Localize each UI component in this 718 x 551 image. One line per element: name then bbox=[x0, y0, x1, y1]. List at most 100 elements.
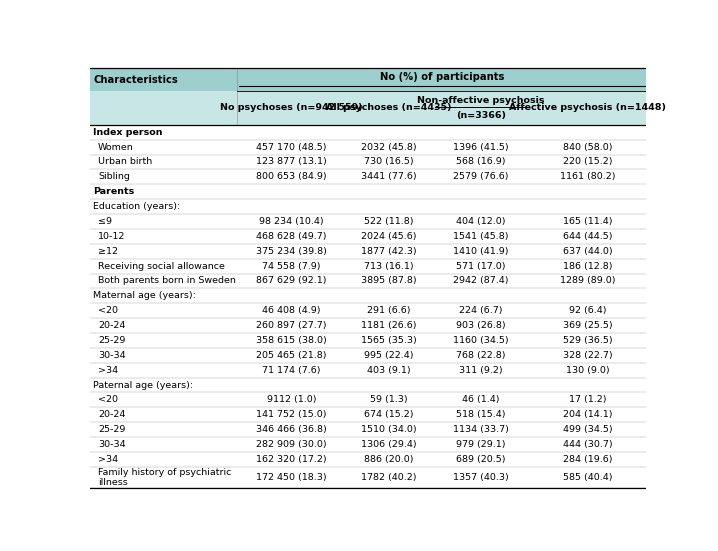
Text: 123 877 (13.1): 123 877 (13.1) bbox=[256, 158, 327, 166]
Text: 1289 (89.0): 1289 (89.0) bbox=[560, 277, 615, 285]
Text: 291 (6.6): 291 (6.6) bbox=[367, 306, 411, 315]
Text: Sibling: Sibling bbox=[98, 172, 130, 181]
Text: 20-24: 20-24 bbox=[98, 410, 126, 419]
Text: <20: <20 bbox=[98, 306, 118, 315]
Text: Characteristics: Characteristics bbox=[93, 74, 178, 85]
Text: 10-12: 10-12 bbox=[98, 232, 126, 241]
Text: 46 408 (4.9): 46 408 (4.9) bbox=[262, 306, 321, 315]
Text: No psychoses (n=942 559): No psychoses (n=942 559) bbox=[220, 104, 363, 112]
Text: 165 (11.4): 165 (11.4) bbox=[563, 217, 612, 226]
Text: 571 (17.0): 571 (17.0) bbox=[456, 262, 505, 271]
Text: 2032 (45.8): 2032 (45.8) bbox=[361, 143, 416, 152]
Text: 529 (36.5): 529 (36.5) bbox=[563, 336, 612, 345]
Text: 867 629 (92.1): 867 629 (92.1) bbox=[256, 277, 327, 285]
Text: 585 (40.4): 585 (40.4) bbox=[563, 473, 612, 482]
Text: 468 628 (49.7): 468 628 (49.7) bbox=[256, 232, 327, 241]
Text: ≥12: ≥12 bbox=[98, 247, 118, 256]
Text: 903 (26.8): 903 (26.8) bbox=[456, 321, 505, 330]
Text: 3895 (87.8): 3895 (87.8) bbox=[361, 277, 416, 285]
Text: 17 (1.2): 17 (1.2) bbox=[569, 396, 607, 404]
Text: 800 653 (84.9): 800 653 (84.9) bbox=[256, 172, 327, 181]
Text: 637 (44.0): 637 (44.0) bbox=[563, 247, 612, 256]
Text: 98 234 (10.4): 98 234 (10.4) bbox=[259, 217, 324, 226]
Text: 995 (22.4): 995 (22.4) bbox=[364, 351, 414, 360]
Text: 1396 (41.5): 1396 (41.5) bbox=[453, 143, 508, 152]
Text: 346 466 (36.8): 346 466 (36.8) bbox=[256, 425, 327, 434]
Text: 689 (20.5): 689 (20.5) bbox=[456, 455, 505, 464]
Bar bbox=[90, 68, 646, 91]
Text: <20: <20 bbox=[98, 396, 118, 404]
Text: 328 (22.7): 328 (22.7) bbox=[563, 351, 612, 360]
Text: 30-34: 30-34 bbox=[98, 351, 126, 360]
Text: All psychoses (n=4435): All psychoses (n=4435) bbox=[326, 104, 452, 112]
Text: 311 (9.2): 311 (9.2) bbox=[459, 366, 503, 375]
Text: (n=3366): (n=3366) bbox=[456, 111, 505, 120]
Bar bbox=[90, 91, 646, 125]
Text: Urban birth: Urban birth bbox=[98, 158, 152, 166]
Text: 1782 (40.2): 1782 (40.2) bbox=[361, 473, 416, 482]
Text: 444 (30.7): 444 (30.7) bbox=[563, 440, 612, 449]
Text: 404 (12.0): 404 (12.0) bbox=[456, 217, 505, 226]
Text: 1510 (34.0): 1510 (34.0) bbox=[361, 425, 416, 434]
Text: 92 (6.4): 92 (6.4) bbox=[569, 306, 607, 315]
Text: 1181 (26.6): 1181 (26.6) bbox=[361, 321, 416, 330]
Text: Affective psychosis (n=1448): Affective psychosis (n=1448) bbox=[509, 104, 666, 112]
Text: 9112 (1.0): 9112 (1.0) bbox=[266, 396, 316, 404]
Text: Education (years):: Education (years): bbox=[93, 202, 180, 211]
Text: >34: >34 bbox=[98, 366, 118, 375]
Text: 674 (15.2): 674 (15.2) bbox=[364, 410, 414, 419]
Text: 204 (14.1): 204 (14.1) bbox=[563, 410, 612, 419]
Text: 358 615 (38.0): 358 615 (38.0) bbox=[256, 336, 327, 345]
Text: 1306 (29.4): 1306 (29.4) bbox=[361, 440, 416, 449]
Text: ≤9: ≤9 bbox=[98, 217, 112, 226]
Text: 220 (15.2): 220 (15.2) bbox=[563, 158, 612, 166]
Text: 2024 (45.6): 2024 (45.6) bbox=[361, 232, 416, 241]
Text: 30-34: 30-34 bbox=[98, 440, 126, 449]
Text: 74 558 (7.9): 74 558 (7.9) bbox=[262, 262, 321, 271]
Text: 1541 (45.8): 1541 (45.8) bbox=[453, 232, 508, 241]
Text: 768 (22.8): 768 (22.8) bbox=[456, 351, 505, 360]
Text: 25-29: 25-29 bbox=[98, 336, 126, 345]
Text: Women: Women bbox=[98, 143, 134, 152]
Text: 1410 (41.9): 1410 (41.9) bbox=[453, 247, 508, 256]
Text: Maternal age (years):: Maternal age (years): bbox=[93, 291, 196, 300]
Text: 205 465 (21.8): 205 465 (21.8) bbox=[256, 351, 327, 360]
Text: Index person: Index person bbox=[93, 128, 162, 137]
Text: 518 (15.4): 518 (15.4) bbox=[456, 410, 505, 419]
Text: Paternal age (years):: Paternal age (years): bbox=[93, 381, 193, 390]
Text: 979 (29.1): 979 (29.1) bbox=[456, 440, 505, 449]
Text: 369 (25.5): 369 (25.5) bbox=[563, 321, 612, 330]
Text: 59 (1.3): 59 (1.3) bbox=[370, 396, 408, 404]
Text: 522 (11.8): 522 (11.8) bbox=[364, 217, 414, 226]
Text: Both parents born in Sweden: Both parents born in Sweden bbox=[98, 277, 236, 285]
Text: 730 (16.5): 730 (16.5) bbox=[364, 158, 414, 166]
Text: 162 320 (17.2): 162 320 (17.2) bbox=[256, 455, 327, 464]
Text: 20-24: 20-24 bbox=[98, 321, 126, 330]
Text: 25-29: 25-29 bbox=[98, 425, 126, 434]
Text: 172 450 (18.3): 172 450 (18.3) bbox=[256, 473, 327, 482]
Text: 1357 (40.3): 1357 (40.3) bbox=[453, 473, 508, 482]
Text: No (%) of participants: No (%) of participants bbox=[380, 72, 504, 82]
Text: Non-affective psychosis: Non-affective psychosis bbox=[417, 96, 544, 105]
Text: 46 (1.4): 46 (1.4) bbox=[462, 396, 500, 404]
Text: 2942 (87.4): 2942 (87.4) bbox=[453, 277, 508, 285]
Text: 282 909 (30.0): 282 909 (30.0) bbox=[256, 440, 327, 449]
Text: Receiving social allowance: Receiving social allowance bbox=[98, 262, 225, 271]
Text: 457 170 (48.5): 457 170 (48.5) bbox=[256, 143, 327, 152]
Text: 1565 (35.3): 1565 (35.3) bbox=[361, 336, 416, 345]
Text: 713 (16.1): 713 (16.1) bbox=[364, 262, 414, 271]
Text: 141 752 (15.0): 141 752 (15.0) bbox=[256, 410, 327, 419]
Text: 375 234 (39.8): 375 234 (39.8) bbox=[256, 247, 327, 256]
Text: 1161 (80.2): 1161 (80.2) bbox=[560, 172, 615, 181]
Text: 284 (19.6): 284 (19.6) bbox=[563, 455, 612, 464]
Text: 499 (34.5): 499 (34.5) bbox=[563, 425, 612, 434]
Text: 130 (9.0): 130 (9.0) bbox=[566, 366, 610, 375]
Text: 644 (44.5): 644 (44.5) bbox=[563, 232, 612, 241]
Text: 1160 (34.5): 1160 (34.5) bbox=[453, 336, 508, 345]
Text: 840 (58.0): 840 (58.0) bbox=[563, 143, 612, 152]
Text: 403 (9.1): 403 (9.1) bbox=[367, 366, 411, 375]
Text: 224 (6.7): 224 (6.7) bbox=[459, 306, 503, 315]
Text: 886 (20.0): 886 (20.0) bbox=[364, 455, 414, 464]
Text: Parents: Parents bbox=[93, 187, 134, 196]
Text: 186 (12.8): 186 (12.8) bbox=[563, 262, 612, 271]
